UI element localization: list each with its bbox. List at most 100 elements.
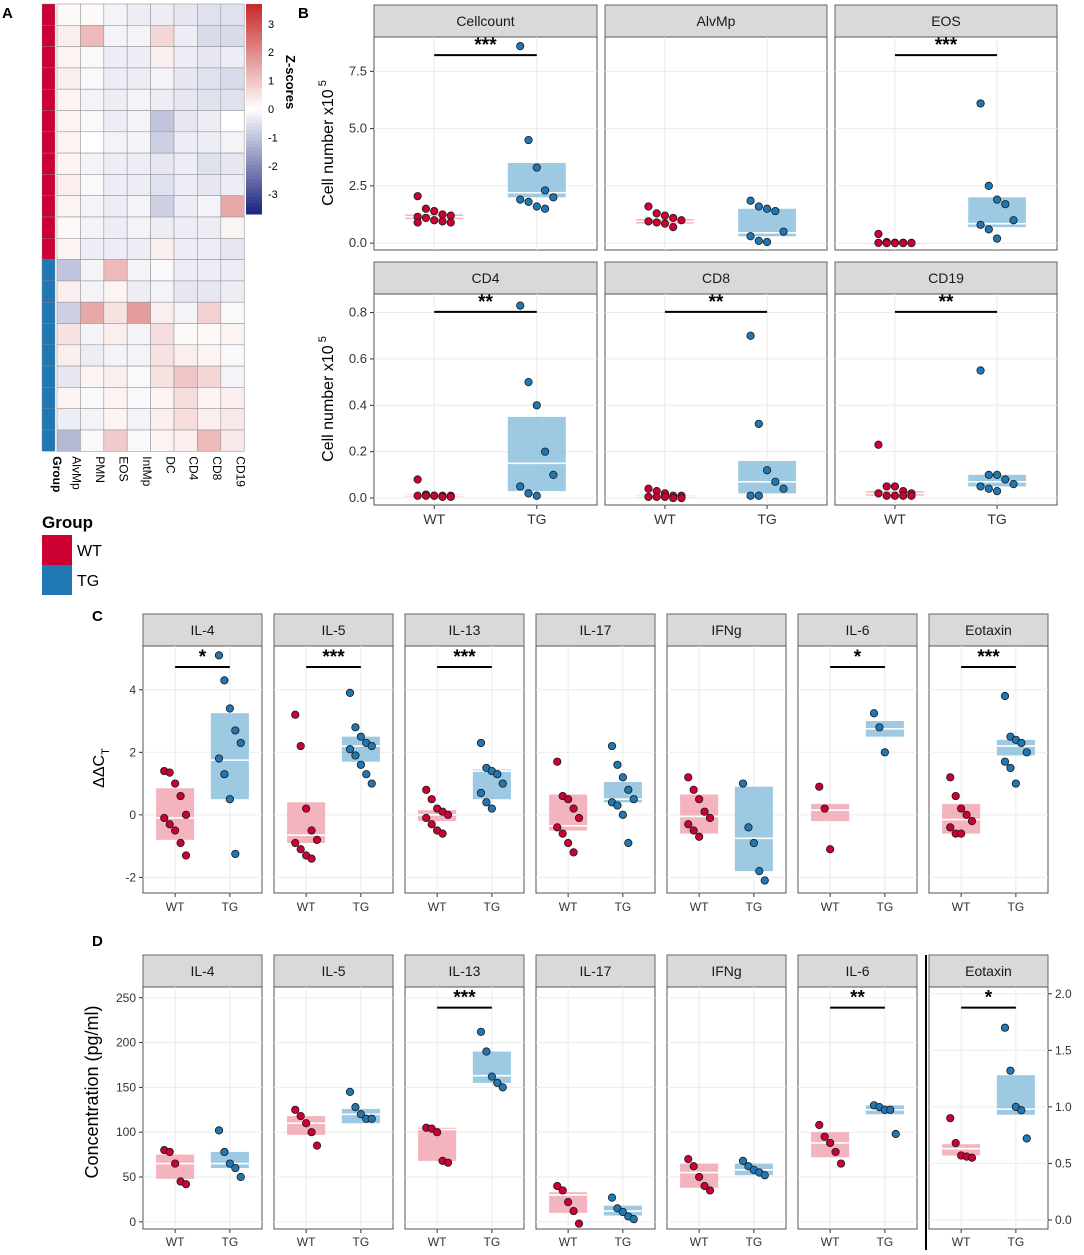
heatmap-cell bbox=[150, 387, 175, 409]
facet-title: IL-13 bbox=[449, 622, 481, 638]
heatmap-cell bbox=[173, 67, 198, 90]
colorbar-segment bbox=[246, 81, 262, 85]
tg-point bbox=[540, 186, 550, 195]
tg-point bbox=[214, 754, 224, 763]
wt-point bbox=[296, 1111, 305, 1121]
significance-label: ** bbox=[850, 988, 865, 1009]
tg-point bbox=[362, 770, 371, 779]
significance-label: *** bbox=[453, 647, 476, 668]
wt-point bbox=[413, 192, 422, 201]
group-annotation-cell bbox=[41, 174, 56, 196]
heatmap-cell bbox=[173, 24, 198, 47]
colorbar-segment bbox=[246, 130, 262, 134]
x-tick-label: WT bbox=[690, 1235, 709, 1249]
y-tick-label: 1.0 bbox=[1055, 1100, 1072, 1114]
heatmap-cell bbox=[173, 301, 198, 324]
facet-panel bbox=[666, 986, 787, 1230]
tg-point bbox=[746, 331, 755, 340]
y-tick-label: 2 bbox=[129, 745, 136, 759]
legend-swatch-wt bbox=[42, 535, 72, 565]
wt-point bbox=[413, 475, 422, 484]
heatmap-cell bbox=[103, 259, 128, 282]
tg-point bbox=[236, 1172, 245, 1182]
colorbar-segment bbox=[246, 105, 262, 110]
y-tick-label: 0.6 bbox=[349, 351, 367, 366]
wt-point bbox=[176, 791, 185, 801]
x-tick-label: TG bbox=[746, 1235, 763, 1249]
group-annotation-cell bbox=[41, 88, 56, 111]
tg-point bbox=[613, 760, 622, 769]
heatmap-cell bbox=[197, 429, 222, 452]
tg-point bbox=[613, 801, 622, 810]
tg-point bbox=[754, 202, 763, 211]
y-axis-label-exponent: 5 bbox=[317, 80, 329, 89]
heatmap-cell bbox=[220, 3, 245, 26]
tg-point bbox=[516, 301, 525, 310]
significance-label: *** bbox=[935, 35, 958, 56]
tg-point bbox=[220, 770, 229, 779]
wt-point bbox=[558, 1186, 567, 1195]
wt-point bbox=[438, 492, 447, 501]
wt-point bbox=[564, 795, 573, 804]
y-tick-label: 200 bbox=[116, 1036, 136, 1050]
facet-strip bbox=[666, 613, 787, 647]
heatmap-cell bbox=[56, 174, 81, 196]
heatmap-cell bbox=[220, 216, 245, 239]
colorbar-segment bbox=[246, 63, 262, 68]
wt-point bbox=[171, 779, 180, 788]
tg-point bbox=[345, 688, 355, 697]
heatmap-cell bbox=[150, 323, 175, 346]
heatmap-cell bbox=[126, 46, 151, 69]
heatmap-cell bbox=[197, 67, 222, 90]
heatmap-cell bbox=[126, 88, 151, 111]
tg-point bbox=[516, 195, 525, 204]
wt-point bbox=[302, 804, 311, 813]
tg-point bbox=[762, 466, 772, 475]
facet-title: IFNg bbox=[711, 963, 741, 979]
wt-point bbox=[700, 1181, 709, 1191]
group-annotation-cell bbox=[41, 152, 56, 175]
heatmap-cell bbox=[126, 365, 151, 388]
legend-title: Group bbox=[42, 513, 93, 532]
colorbar-segment bbox=[246, 109, 262, 113]
heatmap-cell bbox=[173, 174, 198, 196]
tg-point bbox=[498, 779, 507, 788]
wt-point bbox=[446, 218, 455, 227]
heatmap-cell bbox=[103, 280, 128, 303]
tg-point bbox=[356, 1110, 365, 1119]
significance-label: ** bbox=[709, 292, 724, 313]
tg-point bbox=[1006, 1066, 1015, 1075]
tg-point bbox=[992, 234, 1002, 243]
heatmap-cell bbox=[150, 88, 175, 111]
colorbar-segment bbox=[246, 123, 262, 127]
wt-point bbox=[160, 813, 169, 823]
tg-point bbox=[231, 726, 240, 735]
colorbar-segment bbox=[246, 165, 262, 169]
wt-point bbox=[421, 204, 431, 213]
wt-point bbox=[421, 213, 431, 223]
heatmap-cell bbox=[126, 238, 151, 260]
heatmap-cell bbox=[56, 67, 81, 90]
colorbar-segment bbox=[246, 53, 262, 57]
tg-point bbox=[749, 838, 758, 848]
wt-point bbox=[874, 229, 883, 239]
tg-point bbox=[992, 195, 1002, 204]
heatmap-cell bbox=[56, 195, 81, 218]
heatmap-cell bbox=[173, 110, 198, 133]
wt-point bbox=[413, 491, 422, 500]
tg-point bbox=[984, 470, 993, 479]
heatmap-cell bbox=[150, 429, 175, 452]
wt-point bbox=[422, 785, 431, 794]
tg-point bbox=[779, 227, 788, 236]
wt-point bbox=[957, 804, 966, 813]
wt-point bbox=[427, 795, 436, 804]
x-tick-label: TG bbox=[353, 1235, 370, 1249]
heatmap-cell bbox=[220, 365, 245, 388]
y-axis-label-subscript: T bbox=[100, 748, 112, 755]
wt-point bbox=[957, 829, 966, 838]
tg-point bbox=[1001, 200, 1010, 209]
wt-point bbox=[890, 482, 900, 491]
heatmap-cell bbox=[220, 238, 245, 260]
panel-label-c: C bbox=[92, 608, 103, 625]
